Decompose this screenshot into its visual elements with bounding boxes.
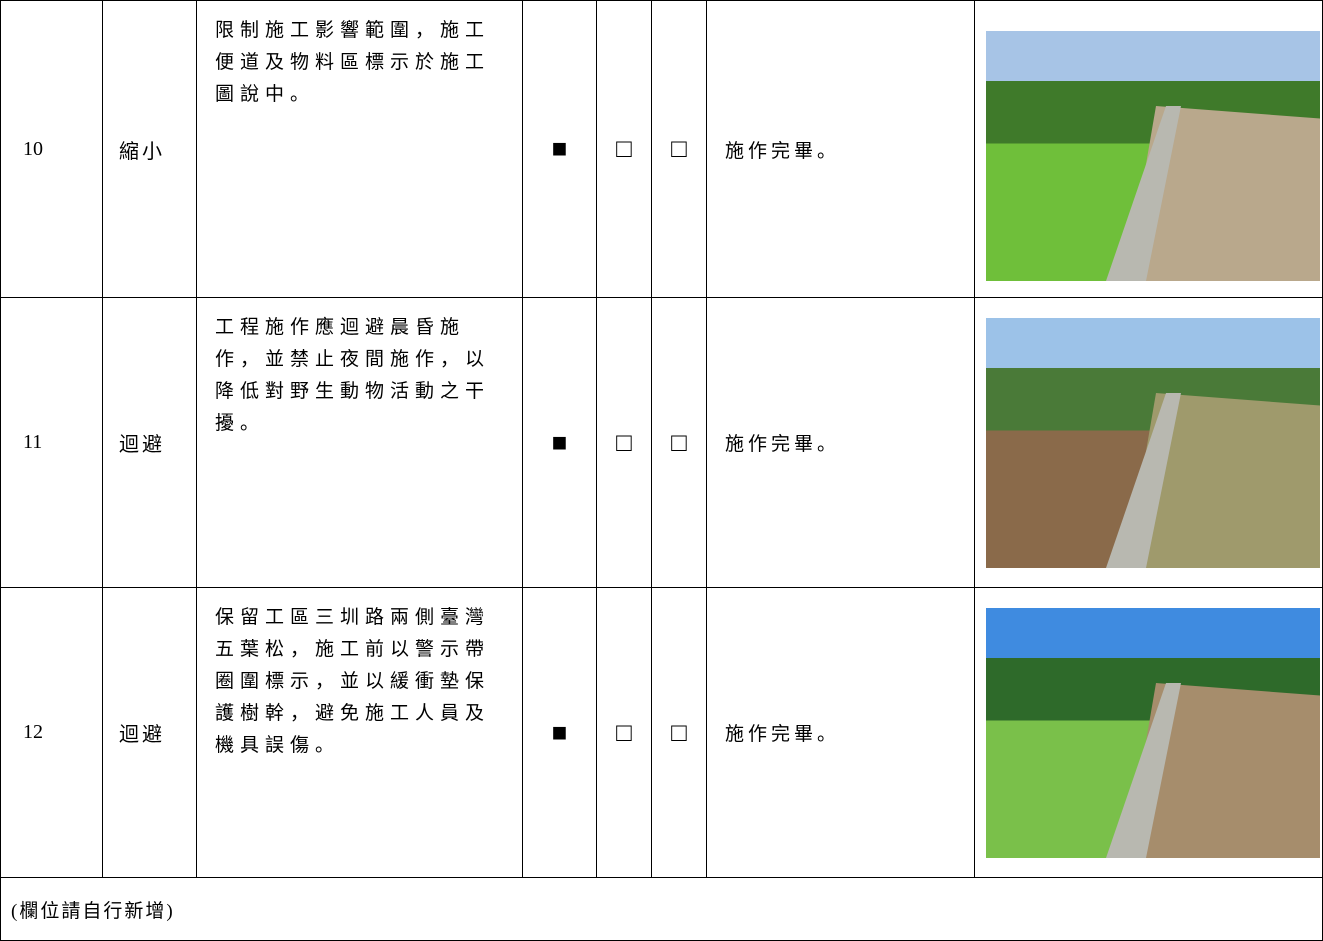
checkbox: □ xyxy=(597,0,652,298)
number-text: 10 xyxy=(23,137,43,160)
description-line: 作，並禁止夜間施作，以 xyxy=(215,349,491,370)
status-text: 施作完畢。 xyxy=(725,140,841,162)
description-text: 工程施作應迴避晨昏施作，並禁止夜間施作，以 降低對野生動物活動之干 擾。 xyxy=(215,312,490,440)
checkbox-mark: □ xyxy=(616,717,632,747)
photo xyxy=(986,318,1320,568)
method-text: 迴避 xyxy=(119,724,165,746)
checkbox: □ xyxy=(652,588,707,878)
status: 施作完畢。 xyxy=(707,0,975,298)
photo-cell xyxy=(975,298,1323,588)
description-line: 保留工區三圳路兩側臺灣 xyxy=(215,607,491,628)
photo xyxy=(986,31,1320,281)
footer-text: (欄位請自行新增) xyxy=(11,900,175,922)
row-number: 12 xyxy=(0,588,103,878)
method: 縮小 xyxy=(103,0,197,298)
description: 保留工區三圳路兩側臺灣 五葉松，施工前以警示帶 圈圍標示，並以緩衝墊保 護樹幹，避免施… xyxy=(197,588,523,878)
checkbox: □ xyxy=(652,298,707,588)
status-text: 施作完畢。 xyxy=(725,434,841,455)
description-line: 降低對野生動物活動之干 xyxy=(215,381,491,402)
description-line: 圖說中。 xyxy=(215,84,316,105)
method: 迴避 xyxy=(103,588,197,878)
checkbox-mark: □ xyxy=(671,427,687,457)
description-line: 便道及物料區標示於施工 xyxy=(215,52,491,73)
description-line: 圈圍標示，並以緩衝墊保 xyxy=(215,671,491,692)
description: 限制施工影響範圍，施工 便道及物料區標示於施工 圖說中。 xyxy=(197,0,523,298)
row-number: 10 xyxy=(0,0,103,298)
method-text: 縮小 xyxy=(119,140,165,163)
checkbox-mark: ■ xyxy=(551,427,568,457)
method: 迴避 xyxy=(103,298,197,588)
checkbox-mark: ■ xyxy=(551,717,568,747)
photo-cell xyxy=(975,588,1323,878)
photo-cell xyxy=(975,0,1323,298)
checkbox: ■ xyxy=(523,298,597,588)
description-line: 護樹幹，避免施工人員及 xyxy=(215,703,491,724)
method-text: 迴避 xyxy=(119,434,165,456)
description-text: 保留工區三圳路兩側臺灣 五葉松，施工前以警示帶 圈圍標示，並以緩衝墊保 護樹幹，避免施… xyxy=(215,602,490,762)
description-line: 擾。 xyxy=(215,413,266,434)
checkbox-mark: □ xyxy=(671,717,687,747)
number-text: 12 xyxy=(23,721,43,743)
description-text: 限制施工影響範圍，施工 便道及物料區標示於施工 圖說中。 xyxy=(215,15,490,111)
footer-note: (欄位請自行新增) xyxy=(0,878,1323,941)
photo xyxy=(986,608,1320,858)
checkbox: □ xyxy=(652,0,707,298)
description-line: 五葉松，施工前以警示帶 xyxy=(215,639,491,660)
status: 施作完畢。 xyxy=(707,588,975,878)
number-text: 11 xyxy=(23,431,43,453)
checkbox: ■ xyxy=(523,0,597,298)
description-line: 工程施作應迴避晨昏施 xyxy=(215,317,466,338)
status: 施作完畢。 xyxy=(707,298,975,588)
checkbox-mark: □ xyxy=(616,427,632,457)
status-text: 施作完畢。 xyxy=(725,724,841,745)
checkbox-mark: ■ xyxy=(551,134,568,163)
checkbox: ■ xyxy=(523,588,597,878)
description: 工程施作應迴避晨昏施作，並禁止夜間施作，以 降低對野生動物活動之干 擾。 xyxy=(197,298,523,588)
row-number: 11 xyxy=(0,298,103,588)
description-line: 機具誤傷。 xyxy=(215,735,341,756)
checkbox: □ xyxy=(597,298,652,588)
description-line: 限制施工影響範圍，施工 xyxy=(215,20,491,41)
checkbox-mark: □ xyxy=(616,134,632,163)
checkbox: □ xyxy=(597,588,652,878)
checkbox-mark: □ xyxy=(671,134,687,163)
